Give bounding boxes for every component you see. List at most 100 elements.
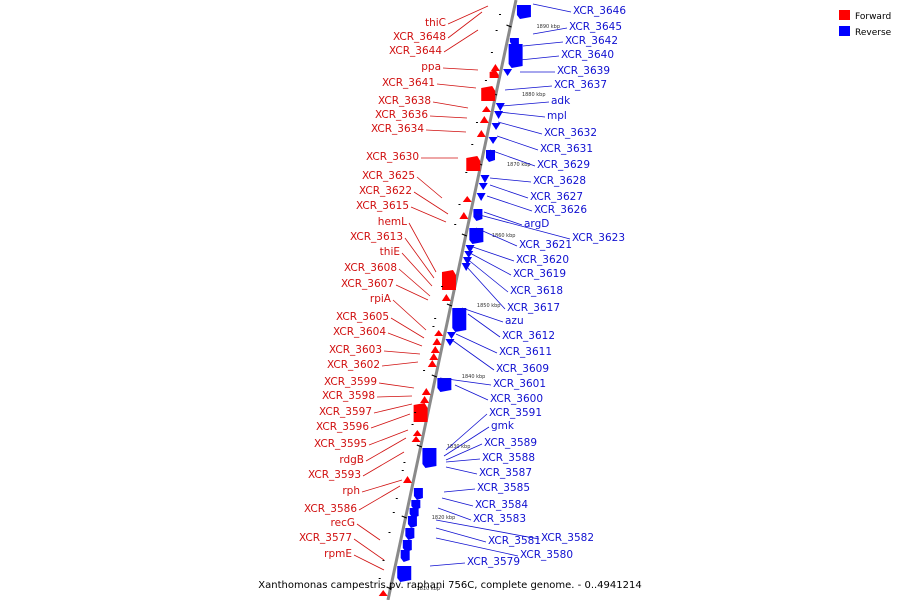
reverse-gene-label[interactable]: XCR_3600 — [490, 393, 543, 405]
reverse-gene-label[interactable]: mpl — [547, 110, 567, 122]
reverse-gene-label[interactable]: XCR_3601 — [493, 378, 546, 390]
reverse-gene-label[interactable]: XCR_3618 — [510, 285, 563, 297]
reverse-gene-label[interactable]: XCR_3580 — [520, 549, 573, 561]
reverse-gene-label[interactable]: XCR_3612 — [502, 330, 555, 342]
reverse-gene-label[interactable]: XCR_3619 — [513, 268, 566, 280]
forward-gene-label[interactable]: XCR_3638 — [378, 95, 431, 107]
reverse-gene-label[interactable]: XCR_3583 — [473, 513, 526, 525]
tick-mark — [416, 444, 423, 448]
forward-gene-label[interactable]: XCR_3586 — [304, 503, 357, 515]
reverse-gene-feature — [476, 193, 486, 201]
gene-leader-line — [483, 211, 523, 226]
forward-gene-label[interactable]: XCR_3648 — [393, 31, 446, 43]
forward-gene-label[interactable]: rdgB — [339, 454, 364, 466]
forward-gene-label[interactable]: XCR_3605 — [336, 311, 389, 323]
reverse-gene-feature — [508, 44, 523, 68]
feature-marker — [484, 80, 487, 81]
forward-gene-label[interactable]: XCR_3644 — [389, 45, 442, 57]
gene-leader-line — [441, 497, 474, 507]
forward-gene-label[interactable]: XCR_3593 — [308, 469, 361, 481]
forward-gene-label[interactable]: XCR_3603 — [329, 344, 382, 356]
gene-leader-line — [378, 382, 415, 389]
forward-gene-label[interactable]: XCR_3613 — [350, 231, 403, 243]
reverse-gene-label[interactable]: XCR_3627 — [530, 191, 583, 203]
forward-gene-feature — [420, 396, 430, 403]
reverse-gene-label[interactable]: XCR_3637 — [554, 79, 607, 91]
forward-gene-label[interactable]: XCR_3641 — [382, 77, 435, 89]
reverse-gene-label[interactable]: XCR_3623 — [572, 232, 625, 244]
reverse-gene-label[interactable]: gmk — [491, 420, 515, 432]
reverse-gene-label[interactable]: XCR_3584 — [475, 499, 528, 511]
gene-leader-line — [370, 413, 411, 429]
forward-gene-label[interactable]: XCR_3607 — [341, 278, 394, 290]
forward-gene-label[interactable]: XCR_3595 — [314, 438, 367, 450]
reverse-gene-label[interactable]: XCR_3626 — [534, 204, 587, 216]
reverse-gene-label[interactable]: XCR_3639 — [557, 65, 610, 77]
forward-gene-label[interactable]: XCR_3602 — [327, 359, 380, 371]
reverse-gene-label[interactable]: XCR_3581 — [488, 535, 541, 547]
reverse-gene-label[interactable]: XCR_3620 — [516, 254, 569, 266]
forward-gene-label[interactable]: XCR_3596 — [316, 421, 369, 433]
forward-gene-label[interactable]: XCR_3577 — [299, 532, 352, 544]
forward-gene-label[interactable]: XCR_3608 — [344, 262, 397, 274]
gene-leader-line — [532, 3, 572, 13]
gene-leader-line — [435, 527, 487, 543]
forward-gene-feature — [481, 86, 496, 101]
reverse-gene-label[interactable]: XCR_3645 — [569, 21, 622, 33]
reverse-gene-label[interactable]: XCR_3629 — [537, 159, 590, 171]
reverse-gene-label[interactable]: XCR_3579 — [467, 556, 520, 568]
reverse-gene-label[interactable]: XCR_3611 — [499, 346, 552, 358]
reverse-gene-label[interactable]: XCR_3646 — [573, 5, 626, 17]
reverse-gene-label[interactable]: XCR_3591 — [489, 407, 542, 419]
forward-gene-label[interactable]: XCR_3625 — [362, 170, 415, 182]
reverse-gene-label[interactable]: XCR_3640 — [561, 49, 614, 61]
gene-leader-line — [442, 67, 479, 71]
forward-gene-label[interactable]: thiC — [425, 17, 446, 29]
forward-gene-label[interactable]: rpiA — [370, 293, 392, 305]
forward-gene-label[interactable]: XCR_3597 — [319, 406, 372, 418]
reverse-gene-label[interactable]: XCR_3585 — [477, 482, 530, 494]
reverse-gene-feature — [452, 308, 467, 332]
reverse-gene-feature — [503, 69, 513, 76]
forward-gene-label[interactable]: ppa — [421, 61, 441, 73]
feature-marker — [392, 512, 395, 513]
reverse-gene-label[interactable]: XCR_3632 — [544, 127, 597, 139]
reverse-gene-label[interactable]: XCR_3587 — [479, 467, 532, 479]
forward-gene-label[interactable]: XCR_3630 — [366, 151, 419, 163]
forward-gene-label[interactable]: recG — [331, 517, 355, 529]
gene-leader-line — [381, 361, 419, 367]
forward-gene-feature — [441, 294, 451, 301]
reverse-gene-label[interactable]: XCR_3588 — [482, 452, 535, 464]
gene-leader-line — [429, 562, 466, 567]
forward-gene-label[interactable]: XCR_3599 — [324, 376, 377, 388]
gene-leader-line — [489, 149, 536, 167]
forward-gene-label[interactable]: thiE — [380, 246, 400, 258]
forward-gene-label[interactable]: XCR_3598 — [322, 390, 375, 402]
reverse-gene-feature — [422, 448, 437, 468]
gene-leader-line — [425, 129, 467, 133]
forward-gene-label[interactable]: rph — [342, 485, 360, 497]
reverse-gene-label[interactable]: XCR_3631 — [540, 143, 593, 155]
gene-leader-line — [398, 268, 431, 297]
reverse-gene-label[interactable]: XCR_3582 — [541, 532, 594, 544]
reverse-gene-label[interactable]: azu — [505, 315, 524, 327]
forward-gene-feature — [479, 116, 489, 123]
reverse-gene-label[interactable]: XCR_3617 — [507, 302, 560, 314]
reverse-gene-label[interactable]: XCR_3621 — [519, 239, 572, 251]
feature-marker — [382, 560, 385, 561]
forward-gene-label[interactable]: XCR_3634 — [371, 123, 424, 135]
reverse-gene-label[interactable]: adk — [551, 95, 571, 107]
forward-gene-feature — [427, 360, 437, 367]
forward-gene-label[interactable]: rpmE — [324, 548, 352, 560]
reverse-gene-label[interactable]: XCR_3609 — [496, 363, 549, 375]
gene-leader-line — [467, 313, 501, 338]
forward-gene-label[interactable]: hemL — [378, 216, 407, 228]
forward-gene-label[interactable]: XCR_3636 — [375, 109, 428, 121]
forward-gene-label[interactable]: XCR_3604 — [333, 326, 386, 338]
forward-gene-label[interactable]: XCR_3622 — [359, 185, 412, 197]
reverse-gene-label[interactable]: argD — [524, 218, 549, 230]
reverse-gene-label[interactable]: XCR_3642 — [565, 35, 618, 47]
forward-gene-label[interactable]: XCR_3615 — [356, 200, 409, 212]
reverse-gene-label[interactable]: XCR_3628 — [533, 175, 586, 187]
reverse-gene-label[interactable]: XCR_3589 — [484, 437, 537, 449]
